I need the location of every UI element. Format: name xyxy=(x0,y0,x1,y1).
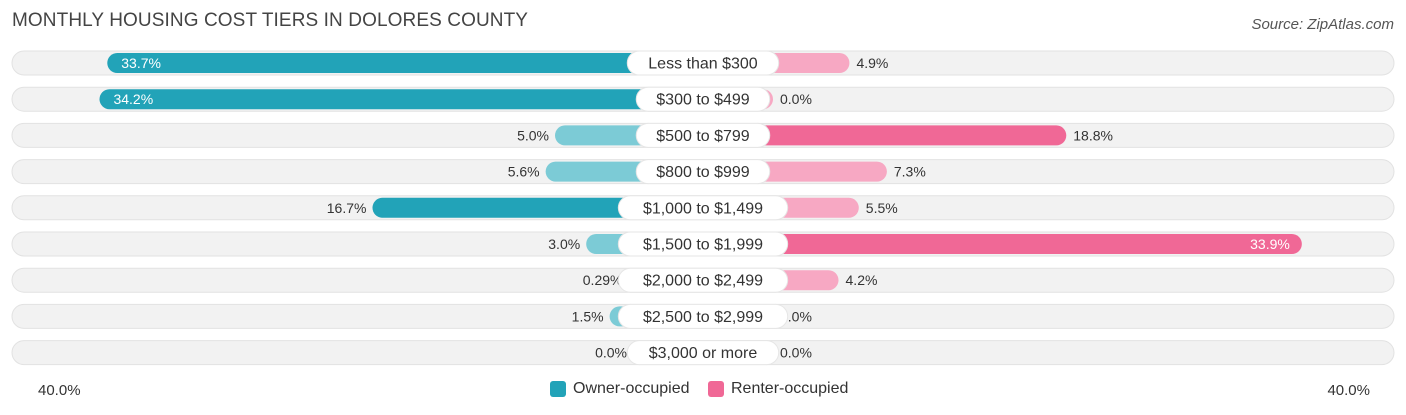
legend-item-owner: Owner-occupied xyxy=(550,380,690,398)
category-pill xyxy=(626,50,780,76)
renter-swatch xyxy=(708,381,724,397)
category-pill xyxy=(635,159,771,185)
legend-label-owner: Owner-occupied xyxy=(573,380,690,397)
category-label: Less than $300 xyxy=(648,56,758,73)
owner-value-label: 5.6% xyxy=(508,164,540,180)
renter-value-label: 4.2% xyxy=(846,272,878,288)
owner-value-label: 33.7% xyxy=(121,55,161,71)
renter-value-label: 0.0% xyxy=(780,345,812,361)
source-note: Source: ZipAtlas.com xyxy=(1251,16,1394,33)
category-pill xyxy=(617,231,789,257)
owner-value-label: 0.29% xyxy=(583,272,623,288)
renter-value-label: 7.3% xyxy=(894,164,926,180)
owner-value-label: 5.0% xyxy=(517,127,549,143)
category-label: $1,500 to $1,999 xyxy=(643,237,763,254)
axis-right-label: 40.0% xyxy=(1327,382,1370,399)
owner-value-label: 3.0% xyxy=(548,236,580,252)
renter-bar xyxy=(703,125,1067,146)
renter-value-label: 5.5% xyxy=(866,200,898,216)
category-pill xyxy=(635,122,771,148)
category-pill xyxy=(617,267,789,293)
category-pill xyxy=(617,195,789,221)
owner-bar xyxy=(99,89,704,110)
legend-label-renter: Renter-occupied xyxy=(731,380,849,397)
category-label: $2,000 to $2,499 xyxy=(643,273,763,290)
renter-bar xyxy=(703,234,1302,254)
owner-value-label: 1.5% xyxy=(572,308,604,324)
category-pill xyxy=(626,340,780,366)
owner-swatch xyxy=(550,381,566,397)
renter-value-label: 33.9% xyxy=(1250,236,1290,252)
renter-value-label: 0.0% xyxy=(780,308,812,324)
renter-value-label: 0.0% xyxy=(780,91,812,107)
renter-value-label: 4.9% xyxy=(856,55,888,71)
owner-bar xyxy=(107,53,703,73)
renter-value-label: 18.8% xyxy=(1073,127,1113,143)
axis-left-label: 40.0% xyxy=(38,382,81,399)
category-label: $500 to $799 xyxy=(656,128,750,145)
category-pill xyxy=(617,303,789,329)
owner-value-label: 0.0% xyxy=(595,345,627,361)
owner-value-label: 34.2% xyxy=(113,91,153,107)
legend-item-renter: Renter-occupied xyxy=(708,380,848,398)
category-label: $300 to $499 xyxy=(656,92,750,109)
category-label: $800 to $999 xyxy=(656,164,750,181)
category-label: $3,000 or more xyxy=(649,345,758,362)
owner-value-label: 16.7% xyxy=(327,200,367,216)
chart-title: MONTHLY HOUSING COST TIERS IN DOLORES CO… xyxy=(12,10,529,31)
category-pill xyxy=(635,86,771,112)
category-label: $1,000 to $1,499 xyxy=(643,200,763,217)
category-label: $2,500 to $2,999 xyxy=(643,309,763,326)
